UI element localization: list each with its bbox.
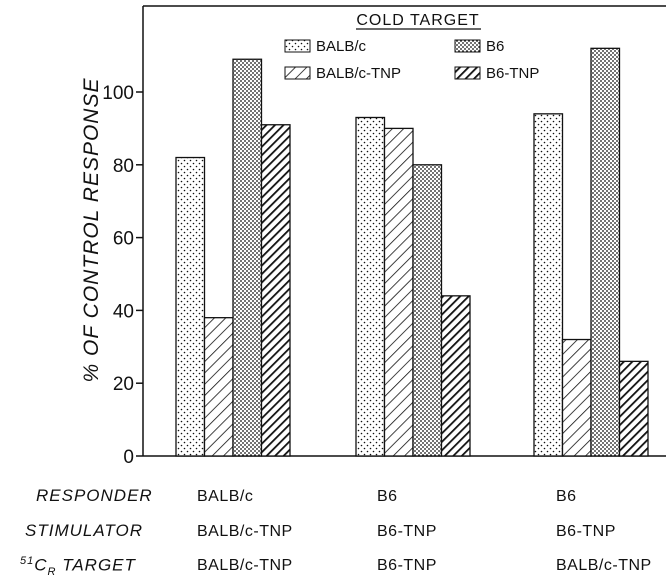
bar-group1-balb-c-tnp	[203, 317, 234, 457]
bar-group2-b6	[412, 164, 443, 457]
chart-area: 0 20 40 60 80 100 % OF CONTROL RESPONSE COLD …	[80, 5, 666, 468]
bar-group3-balb-c-tnp	[561, 338, 592, 457]
row-label-target-element-sub: R	[47, 566, 57, 579]
bar-group1-b6-tnp	[260, 124, 291, 457]
legend-label-balb-c: BALB/c	[316, 38, 367, 55]
bar-group2-balb-c	[355, 116, 386, 457]
bar-group1-balb-c	[175, 156, 206, 457]
bar-group2-balb-c-tnp	[383, 127, 414, 457]
stimulator-group-3: B6-TNP	[556, 523, 616, 540]
stimulator-group-1: BALB/c-TNP	[197, 523, 293, 540]
target-group-3: BALB/c-TNP	[556, 557, 652, 574]
row-label-target-element: C	[34, 555, 48, 575]
legend-label-balb-c-tnp: BALB/c-TNP	[316, 65, 401, 82]
bar-group3-b6-tnp	[618, 360, 649, 457]
y-tick-label: 60	[113, 229, 134, 250]
responder-group-1: BALB/c	[197, 488, 254, 505]
bar-group2-b6-tnp	[440, 295, 471, 457]
row-label-target-rest: TARGET	[56, 555, 136, 575]
stimulator-group-2: B6-TNP	[377, 523, 437, 540]
legend-swatch-b6-tnp	[454, 66, 481, 80]
y-axis-ticks: 0 20 40 60 80 100	[102, 83, 143, 468]
row-label-target-isotope: 51	[20, 555, 35, 567]
responder-group-3: B6	[556, 488, 577, 505]
bar-group3-b6	[590, 47, 621, 457]
y-tick-label: 20	[113, 374, 134, 395]
legend-title: COLD TARGET	[356, 12, 479, 29]
legend-label-b6-tnp: B6-TNP	[486, 65, 539, 82]
target-group-1: BALB/c-TNP	[197, 557, 293, 574]
row-label-target: 51CR TARGET	[20, 555, 136, 578]
legend: COLD TARGET BALB/c B6 BALB/c-TNP B6-TNP	[284, 12, 539, 82]
y-tick-label: 0	[123, 447, 134, 468]
legend-swatch-balb-c-tnp	[284, 66, 311, 80]
y-axis-label: % OF CONTROL RESPONSE	[80, 78, 103, 383]
target-group-2: B6-TNP	[377, 557, 437, 574]
y-tick-label: 100	[102, 83, 134, 104]
row-label-stimulator: STIMULATOR	[25, 521, 143, 540]
bar-group3-balb-c	[533, 113, 564, 457]
y-tick-label: 40	[113, 301, 134, 322]
y-tick-label: 80	[113, 156, 134, 177]
legend-label-b6: B6	[486, 38, 504, 55]
bars	[175, 47, 649, 457]
legend-swatch-b6	[454, 39, 481, 53]
legend-swatch-balb-c	[284, 39, 311, 53]
bar-group1-b6	[232, 58, 263, 457]
responder-group-2: B6	[377, 488, 398, 505]
row-label-responder: RESPONDER	[36, 486, 153, 505]
